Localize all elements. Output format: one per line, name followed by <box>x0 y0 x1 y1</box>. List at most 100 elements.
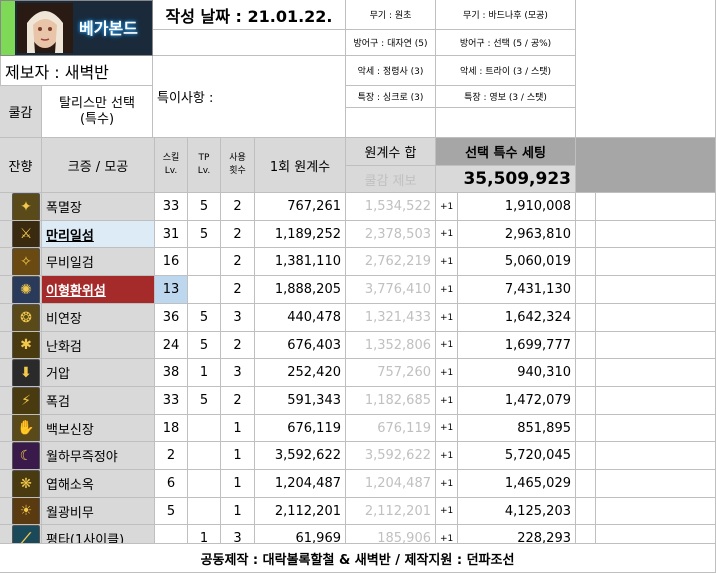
use-count: 2 <box>221 248 255 276</box>
remain-cell: ✋ <box>0 415 42 442</box>
skill-lv: 5 <box>155 498 188 525</box>
skill-name: 월하무즉정야 <box>42 442 155 470</box>
character-portrait-icon <box>17 3 73 53</box>
equip-left-1: 방어구 : 대자연 (5) <box>346 30 436 56</box>
blank-header-cell <box>576 138 716 193</box>
blank-cell <box>576 332 596 359</box>
skill-icon: ☀ <box>12 498 40 524</box>
remain-cell: ⚡ <box>0 387 42 415</box>
remain-cell: ✧ <box>0 248 42 276</box>
skill-name: 비연장 <box>42 304 155 332</box>
selected-value: 1,910,008 <box>458 193 576 221</box>
reporter-label: 제보자 : 새벽반 <box>0 56 153 86</box>
use-count: 2 <box>221 193 255 221</box>
one-coeff: 2,112,201 <box>255 498 346 525</box>
one-coeff: 1,381,110 <box>255 248 346 276</box>
sum-coeff: 1,182,685 <box>346 387 436 415</box>
use-count: 1 <box>221 415 255 442</box>
skill-name: 이형환위섬 <box>42 276 155 304</box>
banner-logo-text: 베가본드 <box>79 19 138 38</box>
use-count: 3 <box>221 304 255 332</box>
skill-icon: ✧ <box>12 248 40 275</box>
col-sum-coeff: 원계수 합 <box>346 138 436 166</box>
blank-cell <box>596 332 716 359</box>
blank-cell <box>576 0 716 138</box>
use-count: 1 <box>221 470 255 498</box>
one-coeff: 252,420 <box>255 359 346 387</box>
sum-coeff: 1,352,806 <box>346 332 436 359</box>
blank-cell <box>576 498 596 525</box>
selected-value: 5,060,019 <box>458 248 576 276</box>
skill-lv: 24 <box>155 332 188 359</box>
use-count: 2 <box>221 221 255 248</box>
use-count: 1 <box>221 442 255 470</box>
skill-name: 폭멸장 <box>42 193 155 221</box>
skill-lv: 38 <box>155 359 188 387</box>
skill-lv: 6 <box>155 470 188 498</box>
tp-lv: 5 <box>188 387 221 415</box>
sum-coeff: 3,776,410 <box>346 276 436 304</box>
blank-cell <box>576 470 596 498</box>
equip-right-3: 특장 : 영보 (3 / 스탯) <box>436 86 576 108</box>
tp-lv: 5 <box>188 304 221 332</box>
skill-name: 난화검 <box>42 332 155 359</box>
plus-indicator: +1 <box>436 498 458 525</box>
sum-coeff: 2,762,219 <box>346 248 436 276</box>
sum-coeff: 3,592,622 <box>346 442 436 470</box>
blank-cell <box>596 442 716 470</box>
tp-lv <box>188 248 221 276</box>
skill-lv: 13 <box>155 276 188 304</box>
skill-name: 엽해소옥 <box>42 470 155 498</box>
tp-lv: 5 <box>188 221 221 248</box>
skill-icon: ✦ <box>12 193 40 220</box>
plus-indicator: +1 <box>436 359 458 387</box>
plus-indicator: +1 <box>436 304 458 332</box>
plus-indicator: +1 <box>436 442 458 470</box>
blank-cell <box>596 470 716 498</box>
equip-left-3: 특장 : 싱크로 (3) <box>346 86 436 108</box>
plus-indicator: +1 <box>436 415 458 442</box>
skill-icon: ✋ <box>12 415 40 441</box>
one-coeff: 440,478 <box>255 304 346 332</box>
one-coeff: 1,204,487 <box>255 470 346 498</box>
skill-lv: 18 <box>155 415 188 442</box>
blank-cell <box>436 108 576 138</box>
remain-cell: ❋ <box>0 470 42 498</box>
selected-value: 1,642,324 <box>458 304 576 332</box>
blank-cell <box>576 193 596 221</box>
skill-name: 만리일섬 <box>42 221 155 248</box>
remain-cell: ✦ <box>0 193 42 221</box>
col-skill: 크증 / 모공 <box>42 138 155 193</box>
sum-coeff: 1,321,433 <box>346 304 436 332</box>
blank-cell <box>596 221 716 248</box>
blank-cell <box>576 387 596 415</box>
blank-cell <box>596 415 716 442</box>
blank-cell <box>153 30 346 56</box>
selected-value: 1,465,029 <box>458 470 576 498</box>
plus-indicator: +1 <box>436 387 458 415</box>
skill-name: 폭검 <box>42 387 155 415</box>
skill-icon: ❂ <box>12 304 40 331</box>
remain-cell: ⬇ <box>0 359 42 387</box>
skill-icon: ⬇ <box>12 359 40 386</box>
remain-cell: ⚔ <box>0 221 42 248</box>
one-coeff: 1,888,205 <box>255 276 346 304</box>
sum-coeff: 676,119 <box>346 415 436 442</box>
sum-coeff: 1,204,487 <box>346 470 436 498</box>
plus-indicator: +1 <box>436 276 458 304</box>
remain-cell: ❂ <box>0 304 42 332</box>
one-coeff: 591,343 <box>255 387 346 415</box>
plus-indicator: +1 <box>436 248 458 276</box>
total-value: 35,509,923 <box>436 166 576 193</box>
selected-value: 1,472,079 <box>458 387 576 415</box>
selected-value: 940,310 <box>458 359 576 387</box>
blank-cell <box>576 276 596 304</box>
blank-cell <box>576 304 596 332</box>
cool-label: 쿨감 <box>0 86 42 138</box>
equip-left-2: 악세 : 정령사 (3) <box>346 56 436 86</box>
col-remain: 잔향 <box>0 138 42 193</box>
tp-lv: 5 <box>188 193 221 221</box>
skill-name: 거압 <box>42 359 155 387</box>
blank-cell <box>346 108 436 138</box>
